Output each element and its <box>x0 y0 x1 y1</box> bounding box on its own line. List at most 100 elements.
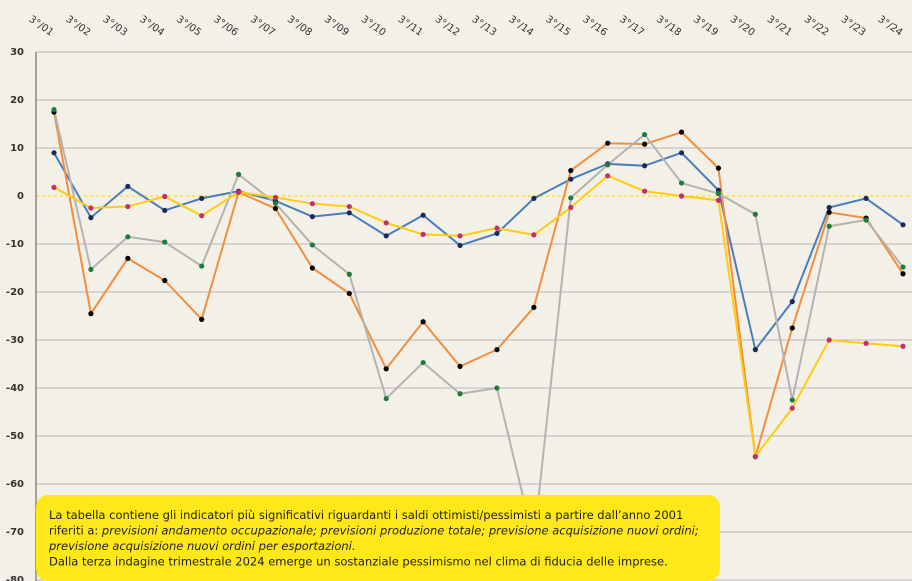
marker <box>235 189 242 195</box>
marker <box>642 131 648 138</box>
marker <box>88 215 94 221</box>
marker <box>420 319 426 325</box>
marker <box>51 150 57 156</box>
y-tick-label: 0 <box>17 191 24 202</box>
marker <box>272 205 279 212</box>
marker <box>715 191 722 197</box>
annotation-line: Dalla terza indagine trimestrale 2024 em… <box>49 554 668 568</box>
marker <box>125 234 131 240</box>
annotation-text: riferiti a: <box>49 523 102 537</box>
marker <box>642 141 648 147</box>
marker <box>346 271 352 277</box>
marker <box>678 180 685 186</box>
y-tick-label: -30 <box>6 335 24 346</box>
marker <box>420 212 426 218</box>
marker <box>752 347 758 353</box>
marker <box>346 203 352 210</box>
marker <box>309 214 315 220</box>
marker <box>789 299 795 305</box>
series-line <box>53 111 904 457</box>
marker <box>383 366 389 372</box>
marker <box>900 222 906 228</box>
marker <box>494 385 500 391</box>
marker <box>642 188 648 194</box>
annotation-text: previsione acquisizione nuovi ordini per… <box>48 539 356 553</box>
marker <box>420 231 426 237</box>
series-line <box>53 151 904 352</box>
annotation: La tabella contiene gli indicatori più s… <box>48 508 699 569</box>
marker <box>678 193 685 199</box>
marker <box>568 176 574 182</box>
marker <box>125 203 131 210</box>
marker <box>568 167 574 174</box>
marker <box>51 184 57 190</box>
series-line <box>53 174 904 460</box>
marker <box>199 195 205 201</box>
marker <box>605 173 611 179</box>
marker <box>863 340 869 346</box>
marker <box>383 395 389 402</box>
marker <box>900 343 906 349</box>
annotation-line: previsione acquisizione nuovi ordini per… <box>48 539 356 553</box>
y-tick-label: -20 <box>6 287 24 298</box>
marker <box>568 204 574 211</box>
marker <box>826 337 832 343</box>
marker <box>678 150 685 156</box>
marker <box>272 200 279 206</box>
marker <box>309 242 315 248</box>
marker <box>383 233 389 239</box>
marker <box>826 223 832 229</box>
marker <box>531 304 537 310</box>
marker <box>752 211 758 217</box>
marker <box>900 264 906 270</box>
y-tick-label: -50 <box>6 431 24 442</box>
marker <box>642 163 648 169</box>
y-tick-label: -60 <box>6 479 24 490</box>
marker <box>531 195 537 201</box>
marker <box>752 454 758 460</box>
marker <box>346 290 352 297</box>
marker <box>494 230 500 237</box>
marker <box>51 107 57 113</box>
y-tick-label: -40 <box>6 383 24 394</box>
marker <box>199 316 205 322</box>
marker <box>494 347 500 353</box>
y-tick-label: -70 <box>6 527 24 538</box>
marker <box>162 277 168 284</box>
marker <box>272 194 279 201</box>
marker <box>715 165 722 171</box>
marker <box>309 265 315 271</box>
annotation-text: Dalla terza indagine trimestrale 2024 em… <box>49 554 668 568</box>
annotation-box <box>36 495 720 581</box>
marker <box>900 271 906 277</box>
marker <box>568 195 574 201</box>
y-tick-label: 20 <box>10 95 24 106</box>
marker <box>789 325 795 331</box>
y-tick-label: 30 <box>10 47 24 58</box>
marker <box>457 233 463 239</box>
marker <box>715 197 722 203</box>
marker <box>199 213 205 219</box>
lines <box>51 107 906 545</box>
marker <box>678 129 685 135</box>
annotation-line: riferiti a: previsioni andamento occupaz… <box>49 523 699 537</box>
marker <box>88 311 94 317</box>
marker <box>789 405 795 411</box>
marker <box>346 210 352 216</box>
marker <box>88 266 94 273</box>
marker <box>826 204 832 211</box>
marker <box>605 140 611 146</box>
marker <box>162 207 168 213</box>
marker <box>605 162 611 168</box>
marker <box>863 217 869 223</box>
marker <box>457 242 463 249</box>
annotation-line: La tabella contiene gli indicatori più s… <box>49 508 683 522</box>
series-line <box>53 109 904 542</box>
annotation-text: previsioni andamento occupazionale; prev… <box>101 523 699 537</box>
marker <box>125 183 131 189</box>
marker <box>309 201 315 207</box>
marker <box>162 193 168 200</box>
y-tick-label: 10 <box>10 143 24 154</box>
